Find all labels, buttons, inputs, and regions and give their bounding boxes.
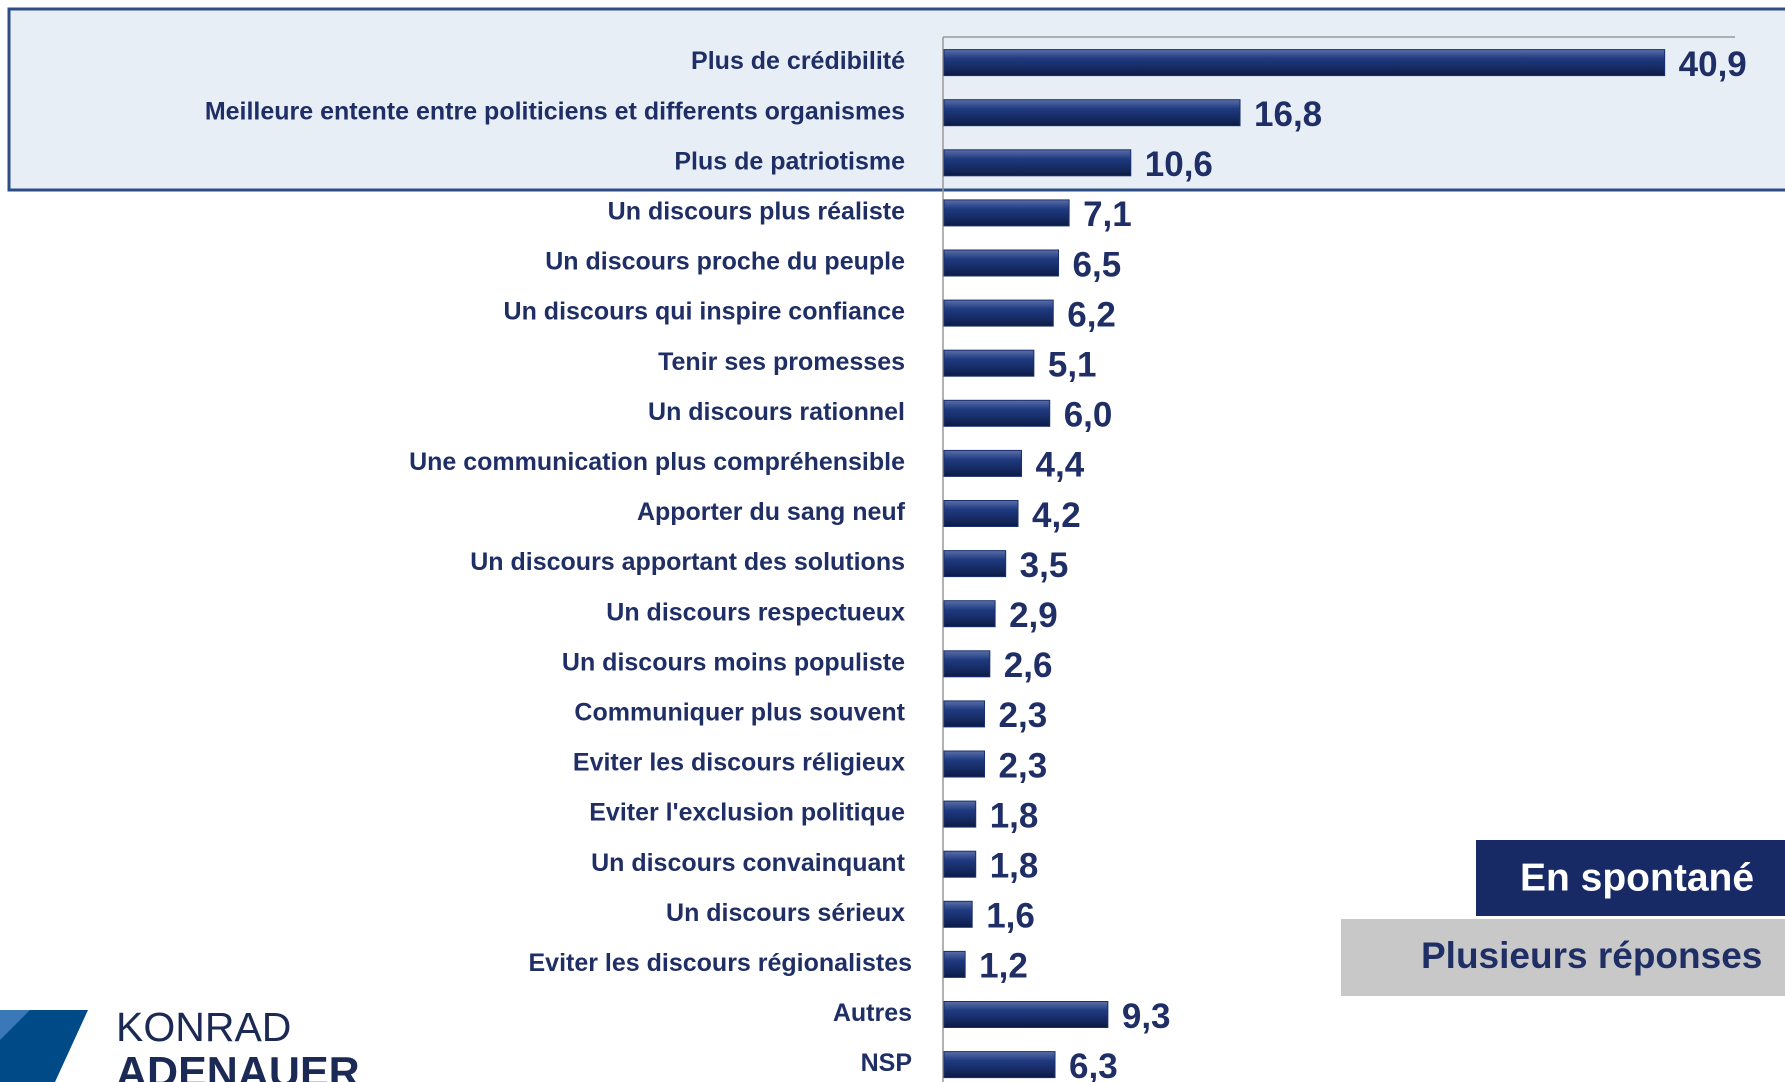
bar: [943, 700, 986, 728]
category-label: Une communication plus compréhensible: [409, 448, 905, 476]
bar: [943, 49, 1666, 77]
category-label: Autres: [833, 999, 912, 1027]
value-label: 1,8: [990, 846, 1039, 885]
value-label: 2,3: [999, 696, 1048, 735]
category-label: Eviter les discours réligieux: [573, 749, 905, 777]
category-label: Un discours apportant des solutions: [470, 548, 905, 576]
value-label: 6,0: [1064, 396, 1113, 435]
bar: [943, 1051, 1056, 1079]
bar: [943, 299, 1054, 327]
annotation: En spontané: [1520, 856, 1754, 899]
category-label: Meilleure entente entre politiciens et d…: [205, 97, 905, 125]
value-label: 1,2: [979, 947, 1028, 986]
category-label: NSP: [861, 1049, 912, 1077]
bar: [943, 500, 1019, 527]
annotation: Plusieurs réponses: [1421, 935, 1762, 976]
category-label: Un discours rationnel: [648, 398, 905, 426]
value-label: 1,6: [986, 897, 1035, 936]
category-label: Plus de crédibilité: [691, 47, 905, 75]
bar: [943, 950, 966, 978]
value-label: 6,5: [1073, 245, 1122, 284]
category-label: Eviter l'exclusion politique: [589, 799, 905, 827]
annotation-box: [1476, 840, 1785, 916]
category-label: Plus de patriotisme: [674, 147, 905, 175]
value-label: 2,6: [1004, 646, 1053, 685]
value-label: 9,3: [1122, 997, 1171, 1036]
category-label: Un discours moins populiste: [562, 648, 905, 676]
bar: [943, 199, 1070, 227]
logo-text: KONRAD: [116, 1004, 291, 1050]
bar: [943, 449, 1023, 477]
bar: [943, 249, 1060, 277]
value-label: 2,3: [999, 746, 1048, 785]
category-label: Communiquer plus souvent: [574, 699, 905, 727]
annotation-box: [1341, 919, 1785, 996]
category-label: Un discours sérieux: [666, 899, 905, 927]
bar: [943, 650, 991, 678]
bars: Plus de crédibilité 40,9 Meilleure entente…: [205, 45, 1747, 1082]
bar: [943, 750, 986, 778]
category-label: Un discours convainquant: [591, 849, 906, 877]
category-label: Un discours plus réaliste: [608, 198, 905, 226]
bar: [943, 600, 996, 628]
bar: [943, 349, 1035, 377]
bar: [943, 149, 1132, 177]
bar: [943, 399, 1051, 427]
bar: [943, 850, 977, 878]
value-label: 3,5: [1020, 546, 1069, 585]
value-label: 4,4: [1036, 446, 1085, 485]
highlight-box: [7, 7, 1785, 192]
value-label: 6,3: [1069, 1047, 1118, 1082]
bar: [943, 900, 973, 928]
value-label: 10,6: [1145, 145, 1213, 184]
category-label: Tenir ses promesses: [658, 348, 905, 376]
category-label: Un discours proche du peuple: [545, 248, 905, 276]
category-label: Eviter les discours régionalistes: [529, 949, 913, 977]
value-label: 6,2: [1067, 295, 1116, 334]
value-label: 7,1: [1083, 195, 1132, 234]
value-label: 1,8: [990, 796, 1039, 835]
bar: [943, 1001, 1109, 1028]
value-label: 4,2: [1032, 496, 1081, 535]
category-label: Un discours respectueux: [606, 598, 905, 626]
value-label: 16,8: [1254, 95, 1322, 134]
logo-text: ADENAUER: [116, 1048, 360, 1082]
bar: [943, 800, 977, 828]
value-label: 5,1: [1048, 345, 1097, 384]
value-label: 40,9: [1679, 45, 1747, 84]
category-label: Un discours qui inspire confiance: [504, 298, 906, 326]
bar: [943, 550, 1007, 578]
logo-shape: [0, 1010, 88, 1082]
category-label: Apporter du sang neuf: [637, 498, 906, 526]
value-label: 2,9: [1009, 596, 1058, 635]
bar: [943, 99, 1241, 127]
logo-shape: [0, 1010, 30, 1040]
